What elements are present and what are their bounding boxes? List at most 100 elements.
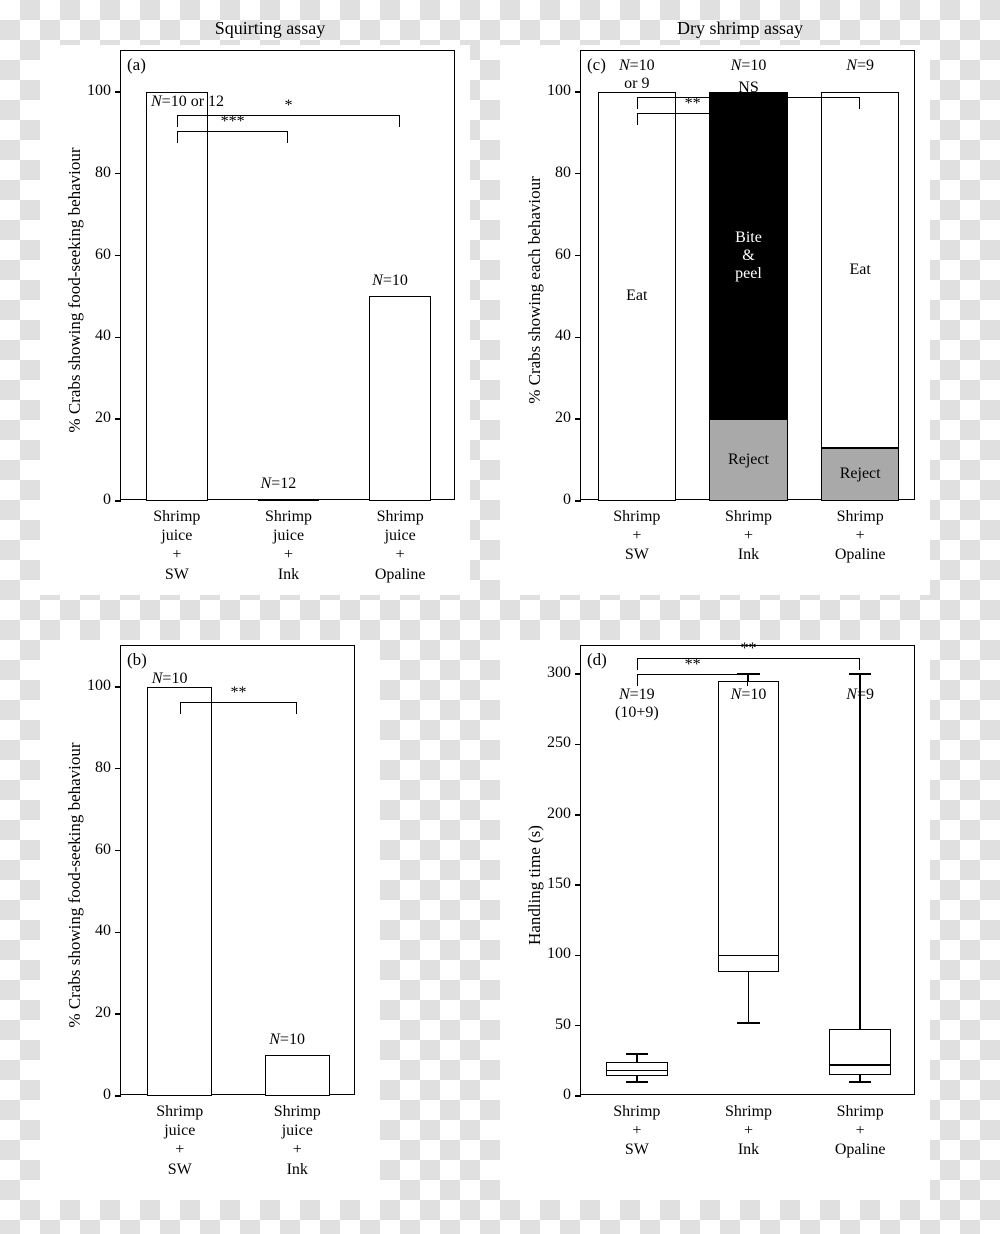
segment-label: Eat — [598, 287, 676, 305]
whisker-cap — [737, 1022, 759, 1024]
ytick-label: 0 — [71, 491, 111, 509]
ytick-label: 60 — [531, 246, 571, 264]
ytick — [575, 418, 581, 420]
panel-c-plot: (c) 020406080100Shrimp+SWShrimp+InkShrim… — [580, 50, 915, 500]
x-category-label: Shrimp+Ink — [694, 1102, 804, 1160]
segment-label: Eat — [821, 261, 899, 279]
ytick-label: 100 — [531, 82, 571, 100]
n-label: N=10or 9 — [595, 57, 679, 93]
n-label: N=10 or 12 — [151, 93, 224, 111]
whisker-cap — [849, 1081, 871, 1083]
ytick-label: 40 — [71, 327, 111, 345]
n-label: N=9 — [818, 57, 902, 75]
ytick — [575, 673, 581, 675]
x-category-label: Shrimp+SW — [582, 507, 692, 565]
n-label: N=10 — [269, 1031, 305, 1049]
ytick-label: 200 — [531, 805, 571, 823]
significance-bracket — [637, 97, 860, 109]
significance-label: ** — [209, 684, 269, 702]
ytick — [575, 814, 581, 816]
ytick-label: 60 — [71, 841, 111, 859]
n-label: N=9 — [815, 686, 905, 704]
significance-label: * — [259, 97, 319, 115]
ytick-label: 80 — [531, 164, 571, 182]
box — [829, 1029, 890, 1075]
x-category-label: Shrimp+Opaline — [805, 507, 915, 565]
ytick — [575, 884, 581, 886]
ytick-label: 0 — [531, 491, 571, 509]
ytick — [575, 1095, 581, 1097]
box — [718, 681, 779, 972]
n-label: N=19(10+9) — [592, 686, 682, 722]
n-label: N=10 — [152, 670, 188, 688]
ytick — [115, 173, 121, 175]
ytick — [575, 173, 581, 175]
ytick-label: 250 — [531, 734, 571, 752]
ytick-label: 40 — [531, 327, 571, 345]
x-category-label: Shrimpjuice+Ink — [234, 507, 344, 584]
panel-a: % Crabs showing food-seeking behaviour (… — [40, 45, 470, 595]
bar — [146, 92, 207, 501]
ytick — [115, 1013, 121, 1015]
ytick-label: 20 — [71, 409, 111, 427]
left-column-title: Squirting assay — [80, 18, 460, 39]
ytick-label: 150 — [531, 875, 571, 893]
ytick — [575, 744, 581, 746]
ytick-label: 300 — [531, 664, 571, 682]
ytick — [575, 255, 581, 257]
n-label: N=10 — [704, 686, 794, 704]
whisker — [859, 674, 861, 1082]
panel-b-plot: (b) 020406080100Shrimpjuice+SWShrimpjuic… — [120, 645, 355, 1095]
ytick-label: 20 — [531, 409, 571, 427]
bar — [147, 687, 212, 1096]
significance-label: ** — [719, 640, 779, 658]
x-category-label: Shrimpjuice+Ink — [242, 1102, 352, 1179]
whisker-cap — [849, 673, 871, 675]
x-category-label: Shrimp+SW — [582, 1102, 692, 1160]
whisker-cap — [626, 1053, 648, 1055]
x-category-label: Shrimpjuice+SW — [125, 1102, 235, 1179]
ytick-label: 100 — [71, 82, 111, 100]
ytick — [115, 768, 121, 770]
ytick — [575, 337, 581, 339]
ytick — [115, 1095, 121, 1097]
ytick-label: 0 — [71, 1086, 111, 1104]
ytick — [575, 91, 581, 93]
bar — [265, 1055, 330, 1096]
ytick — [115, 500, 121, 502]
x-category-label: Shrimpjuice+SW — [122, 507, 232, 584]
panel-d-plot: (d) 050100150200250300Shrimp+SWShrimp+In… — [580, 645, 915, 1095]
median-line — [606, 1070, 667, 1072]
segment-label: Bite&peel — [709, 229, 787, 283]
significance-bracket — [177, 115, 400, 127]
panel-c: % Crabs showing each behaviour (c) 02040… — [500, 45, 930, 595]
ytick — [575, 1025, 581, 1027]
bar — [369, 296, 430, 501]
segment-label: Reject — [709, 451, 787, 469]
panel-a-plot: (a) 020406080100Shrimpjuice+SWShrimpjuic… — [120, 50, 455, 500]
significance-bracket — [637, 658, 860, 670]
ytick — [115, 337, 121, 339]
segment-label: Reject — [821, 465, 899, 483]
significance-bracket — [177, 131, 289, 143]
ytick-label: 50 — [531, 1016, 571, 1034]
whisker-cap — [626, 1081, 648, 1083]
ytick — [115, 686, 121, 688]
significance-bracket — [637, 113, 749, 125]
significance-bracket — [180, 702, 298, 714]
ytick — [115, 91, 121, 93]
ytick-label: 40 — [71, 922, 111, 940]
ytick — [115, 850, 121, 852]
ytick — [115, 418, 121, 420]
ytick — [115, 932, 121, 934]
significance-bracket — [637, 674, 749, 686]
n-label: N=10 — [707, 57, 791, 75]
median-line — [829, 1064, 890, 1066]
x-category-label: Shrimpjuice+Opaline — [345, 507, 455, 584]
ytick-label: 0 — [531, 1086, 571, 1104]
ytick-label: 100 — [531, 945, 571, 963]
x-category-label: Shrimp+Ink — [694, 507, 804, 565]
bar — [258, 499, 319, 501]
median-line — [718, 955, 779, 957]
panel-a-letter: (a) — [127, 55, 146, 75]
